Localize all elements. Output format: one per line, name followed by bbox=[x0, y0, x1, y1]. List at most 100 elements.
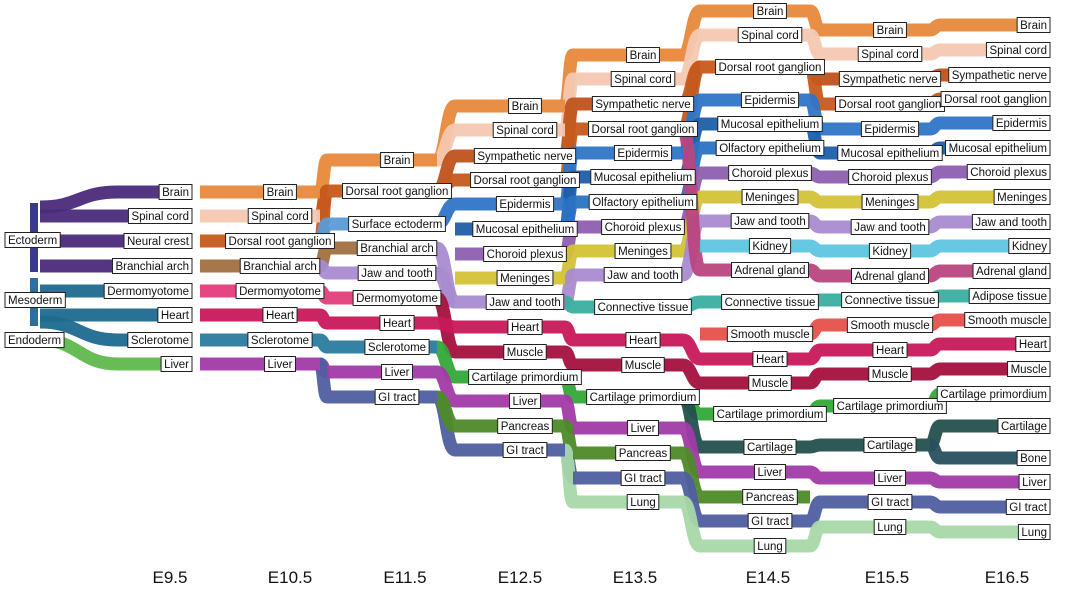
node-e14-5-epidermis: Epidermis bbox=[740, 92, 800, 108]
node-e10-5-liver-box bbox=[264, 356, 296, 372]
node-e11-5-heart-text: Heart bbox=[383, 318, 412, 330]
node-e15-5-sympathetic-nerve: Sympathetic nerve bbox=[838, 71, 942, 87]
node-e14-5-liver: Liver bbox=[754, 464, 786, 480]
node-e15-5-choroid-plexus: Choroid plexus bbox=[848, 169, 932, 185]
node-e11-5-dorsal-root-ganglion: Dorsal root ganglion bbox=[342, 183, 452, 199]
node-e13-5-meninges-box bbox=[614, 243, 672, 259]
node-e12-5-brain-box bbox=[508, 98, 542, 114]
node-e15-5-cartilage-primordium-text: Cartilage primordium bbox=[837, 401, 944, 413]
flow-5-gi-tract-to-gi-tract bbox=[806, 495, 824, 528]
node-e13-5-brain-text: Brain bbox=[630, 50, 657, 62]
root-label-ecto: Ectoderm bbox=[4, 232, 61, 248]
node-e16-5-epidermis-text: Epidermis bbox=[996, 118, 1047, 130]
node-e16-5-gi-tract-text: GI tract bbox=[1009, 502, 1048, 514]
flow-5-lung-to-lung bbox=[806, 520, 824, 553]
node-e13-5-sympathetic-nerve-box bbox=[591, 96, 695, 112]
node-e14-5-connective-tissue-text: Connective tissue bbox=[725, 297, 816, 309]
node-e16-5-spinal-cord-text: Spinal cord bbox=[989, 45, 1047, 57]
node-e16-5-adipose-tissue-box bbox=[968, 288, 1051, 304]
flow-3-jaw-and-tooth-to-connective-tissue bbox=[562, 295, 576, 314]
node-e15-5-muscle-box bbox=[868, 366, 912, 382]
flow-5-kidney-to-kidney bbox=[809, 239, 821, 258]
node-e13-5-brain-box bbox=[626, 47, 660, 63]
root-label-endo: Endoderm bbox=[4, 332, 65, 348]
flow-6-muscle-to-muscle bbox=[929, 362, 941, 381]
flow-6-spinal-cord-to-spinal-cord bbox=[929, 43, 941, 61]
node-e11-5-brain-text: Brain bbox=[384, 155, 411, 167]
node-e14-5-cartilage-primordium-box bbox=[713, 406, 827, 422]
node-e13-5-liver: Liver bbox=[627, 420, 659, 436]
flow-4-heart-to-heart bbox=[681, 333, 702, 366]
node-e16-5-adrenal-gland: Adrenal gland bbox=[972, 263, 1051, 279]
node-e13-5-meninges: Meninges bbox=[614, 243, 672, 259]
node-e12-5-liver-box bbox=[509, 393, 541, 409]
node-e11-5-jaw-and-tooth: Jaw and tooth bbox=[357, 265, 437, 281]
node-e10-5-sclerotome-box bbox=[247, 332, 313, 348]
node-e16-5-cartilage-primordium: Cartilage primordium bbox=[936, 386, 1051, 402]
node-e15-5-gi-tract-box bbox=[867, 494, 913, 510]
node-e16-5-meninges-box bbox=[993, 189, 1051, 205]
node-e13-5-mucosal-epithelium-box bbox=[590, 169, 696, 185]
node-e14-5-connective-tissue: Connective tissue bbox=[721, 294, 819, 310]
node-e15-5-meninges-box bbox=[861, 194, 919, 210]
node-e14-5-smooth-muscle: Smooth muscle bbox=[726, 326, 814, 342]
flow-4-pancreas-to-pancreas bbox=[679, 446, 704, 504]
node-e16-5-bone-text: Bone bbox=[1020, 453, 1047, 465]
node-e13-5-epidermis-text: Epidermis bbox=[617, 148, 668, 160]
flow-root-sclerotome bbox=[39, 315, 119, 347]
node-e12-5-meninges-box bbox=[496, 270, 554, 286]
node-e13-5-epidermis-box bbox=[613, 145, 673, 161]
node-e15-5-cartilage-primordium: Cartilage primordium bbox=[833, 398, 947, 414]
node-e11-5-gi-tract: GI tract bbox=[374, 389, 420, 405]
node-e14-5-gi-tract-text: GI tract bbox=[751, 516, 790, 528]
node-e16-5-liver: Liver bbox=[1018, 474, 1051, 490]
node-e13-5-choroid-plexus-text: Choroid plexus bbox=[605, 222, 682, 234]
node-e13-5-epidermis: Epidermis bbox=[613, 145, 673, 161]
flow-5-liver-to-liver bbox=[808, 465, 822, 485]
node-e16-5-gi-tract-box bbox=[1005, 499, 1051, 515]
node-e16-5-cartilage-box bbox=[997, 418, 1051, 434]
node-e9-5-liver: Liver bbox=[160, 356, 193, 372]
node-e15-5-cartilage: Cartilage bbox=[863, 437, 917, 453]
node-e12-5-mucosal-epithelium: Mucosal epithelium bbox=[472, 221, 578, 237]
node-e15-5-kidney-box bbox=[868, 243, 912, 259]
node-e15-5-smooth-muscle-box bbox=[846, 317, 934, 333]
node-e10-5-brain-box bbox=[263, 184, 297, 200]
node-e16-5-adrenal-gland-text: Adrenal gland bbox=[976, 266, 1047, 278]
node-e11-5-heart: Heart bbox=[379, 315, 415, 331]
flow-6-liver-to-liver bbox=[929, 471, 941, 489]
node-e14-5-lung: Lung bbox=[753, 538, 787, 554]
node-e15-5-adrenal-gland: Adrenal gland bbox=[851, 268, 929, 284]
node-e16-5-spinal-cord: Spinal cord bbox=[985, 42, 1051, 58]
root-label-ecto-box bbox=[4, 232, 61, 248]
labels-layer: Ectoderm Mesoderm Endoderm Brain Spinal cord… bbox=[4, 3, 1051, 554]
node-e9-5-neural-crest: Neural crest bbox=[123, 233, 193, 249]
node-e16-5-jaw-and-tooth-box bbox=[971, 214, 1051, 230]
node-e15-5-dorsal-root-ganglion: Dorsal root ganglion bbox=[835, 96, 945, 112]
flow-2-liver-to-liver bbox=[434, 365, 458, 408]
node-e10-5-spinal-cord-box bbox=[247, 208, 313, 224]
node-e11-5-sclerotome: Sclerotome bbox=[364, 339, 430, 355]
root-label-meso-text: Mesoderm bbox=[8, 295, 62, 307]
node-e15-5-choroid-plexus-box bbox=[848, 169, 932, 185]
node-e11-5-jaw-and-tooth-box bbox=[357, 265, 437, 281]
node-e14-5-cartilage: Cartilage bbox=[743, 439, 797, 455]
node-e12-5-choroid-plexus-text: Choroid plexus bbox=[487, 249, 564, 261]
node-e13-5-spinal-cord-box bbox=[610, 71, 676, 87]
node-e9-5-neural-crest-box bbox=[123, 233, 193, 249]
node-e16-5-cartilage-primordium-text: Cartilage primordium bbox=[940, 389, 1047, 401]
node-e13-5-muscle-text: Muscle bbox=[625, 360, 661, 372]
node-e15-5-meninges: Meninges bbox=[861, 194, 919, 210]
node-e13-5-choroid-plexus: Choroid plexus bbox=[601, 219, 685, 235]
node-e9-5-sclerotome: Sclerotome bbox=[127, 332, 193, 348]
node-e12-5-dorsal-root-ganglion: Dorsal root ganglion bbox=[470, 172, 580, 188]
flow-5-muscle-to-muscle bbox=[807, 367, 823, 390]
node-e12-5-sympathetic-nerve: Sympathetic nerve bbox=[473, 148, 577, 164]
node-e13-5-cartilage-primordium-text: Cartilage primordium bbox=[590, 392, 697, 404]
node-e11-5-liver: Liver bbox=[381, 364, 413, 380]
node-e14-5-epidermis-box bbox=[740, 92, 800, 108]
node-e14-5-pancreas-text: Pancreas bbox=[746, 492, 795, 504]
flow-4-muscle-to-muscle bbox=[681, 358, 702, 390]
node-e12-5-meninges: Meninges bbox=[496, 270, 554, 286]
node-e13-5-mucosal-epithelium: Mucosal epithelium bbox=[590, 169, 696, 185]
